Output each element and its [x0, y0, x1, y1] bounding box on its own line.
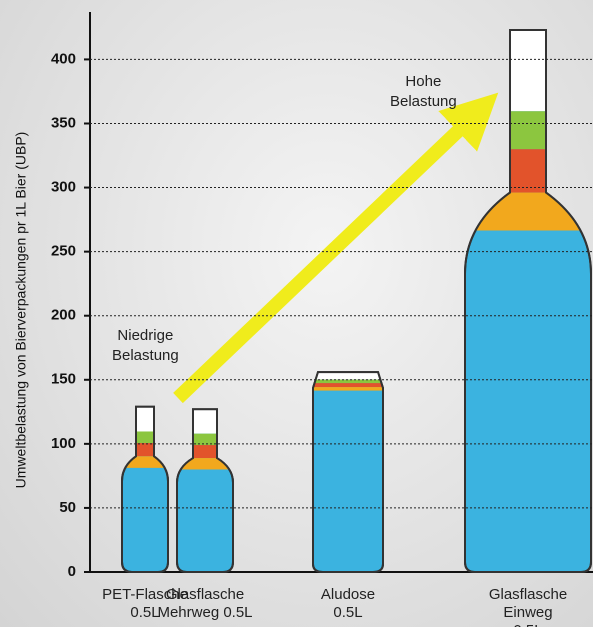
band: [99, 456, 191, 468]
band: [402, 193, 593, 231]
y-tick-label: 250: [51, 243, 76, 260]
band: [149, 409, 261, 433]
bar: [313, 372, 383, 572]
y-tick-label: 400: [51, 50, 76, 67]
y-tick-label: 100: [51, 435, 76, 452]
y-tick-label: 150: [51, 371, 76, 388]
band: [278, 387, 418, 390]
arrow: [178, 112, 478, 398]
y-tick-label: 350: [51, 114, 76, 131]
band: [402, 111, 593, 149]
x-tick-label: Glasflasche Einweg 0.5L: [489, 586, 567, 627]
y-tick-label: 0: [68, 563, 76, 580]
annotation: Hohe Belastung: [390, 72, 457, 112]
y-tick-label: 300: [51, 179, 76, 196]
annotation: Niedrige Belastung: [112, 326, 179, 366]
band: [278, 372, 418, 379]
band: [99, 407, 191, 432]
band: [149, 445, 261, 458]
y-axis-label: Umweltbelastung von Bierverpackungen pr …: [13, 132, 29, 489]
y-tick-label: 200: [51, 307, 76, 324]
band: [149, 434, 261, 445]
band: [99, 443, 191, 456]
x-tick-label: Aludose 0.5L: [321, 586, 375, 622]
band: [99, 431, 191, 443]
chart-svg: Umweltbelastung von Bierverpackungen pr …: [0, 0, 593, 627]
x-tick-label: Glasflasche Mehrweg 0.5L: [157, 586, 252, 622]
band: [278, 383, 418, 387]
y-tick-label: 50: [59, 499, 76, 516]
chart: Umweltbelastung von Bierverpackungen pr …: [0, 0, 593, 627]
